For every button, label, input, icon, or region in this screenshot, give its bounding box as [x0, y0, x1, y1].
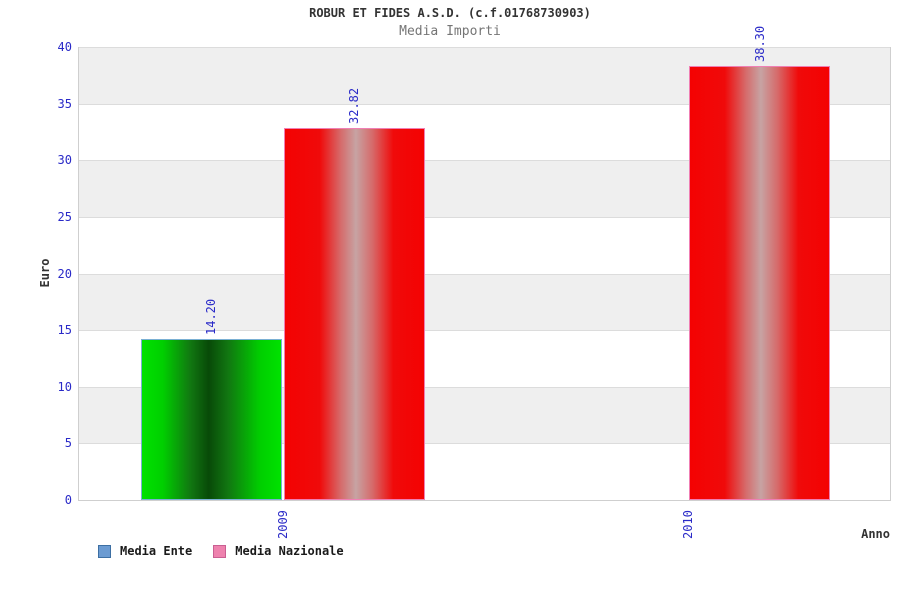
bar-media-nazionale-2010: [689, 66, 831, 500]
legend: Media Ente Media Nazionale: [98, 544, 344, 558]
chart-title: ROBUR ET FIDES A.S.D. (c.f.01768730903): [309, 6, 591, 20]
value-label-text: 38.30: [752, 26, 767, 63]
y-tick-label: 10: [57, 379, 72, 394]
legend-swatch-icon: [98, 544, 111, 558]
x-axis-title: Anno: [861, 527, 890, 541]
legend-swatch-icon: [213, 544, 227, 558]
y-tick-label: 25: [57, 209, 72, 224]
y-tick-label: 5: [64, 436, 72, 451]
y-tick-label: 0: [64, 493, 72, 507]
bar-media-nazionale-2009: [283, 128, 425, 500]
value-label-text: 14.20: [204, 299, 219, 336]
y-tick-label: 35: [57, 96, 72, 111]
legend-label: Media Nazionale: [235, 544, 344, 558]
y-tick-label: 40: [57, 40, 72, 54]
legend-item-media-ente: Media Ente: [98, 544, 192, 558]
legend-item-media-nazionale: Media Nazionale: [213, 544, 344, 558]
legend-label: Media Ente: [120, 544, 193, 558]
value-label-text: 32.82: [347, 88, 362, 125]
x-tick-text: 2010: [681, 510, 696, 539]
x-tick-text: 2009: [275, 510, 290, 539]
y-tick-label: 30: [57, 153, 72, 168]
chart-subtitle: Media Importi: [399, 24, 501, 39]
y-tick-label: 15: [57, 323, 72, 338]
bar-media-ente-2009: [140, 339, 282, 500]
y-tick-label: 20: [57, 266, 72, 281]
